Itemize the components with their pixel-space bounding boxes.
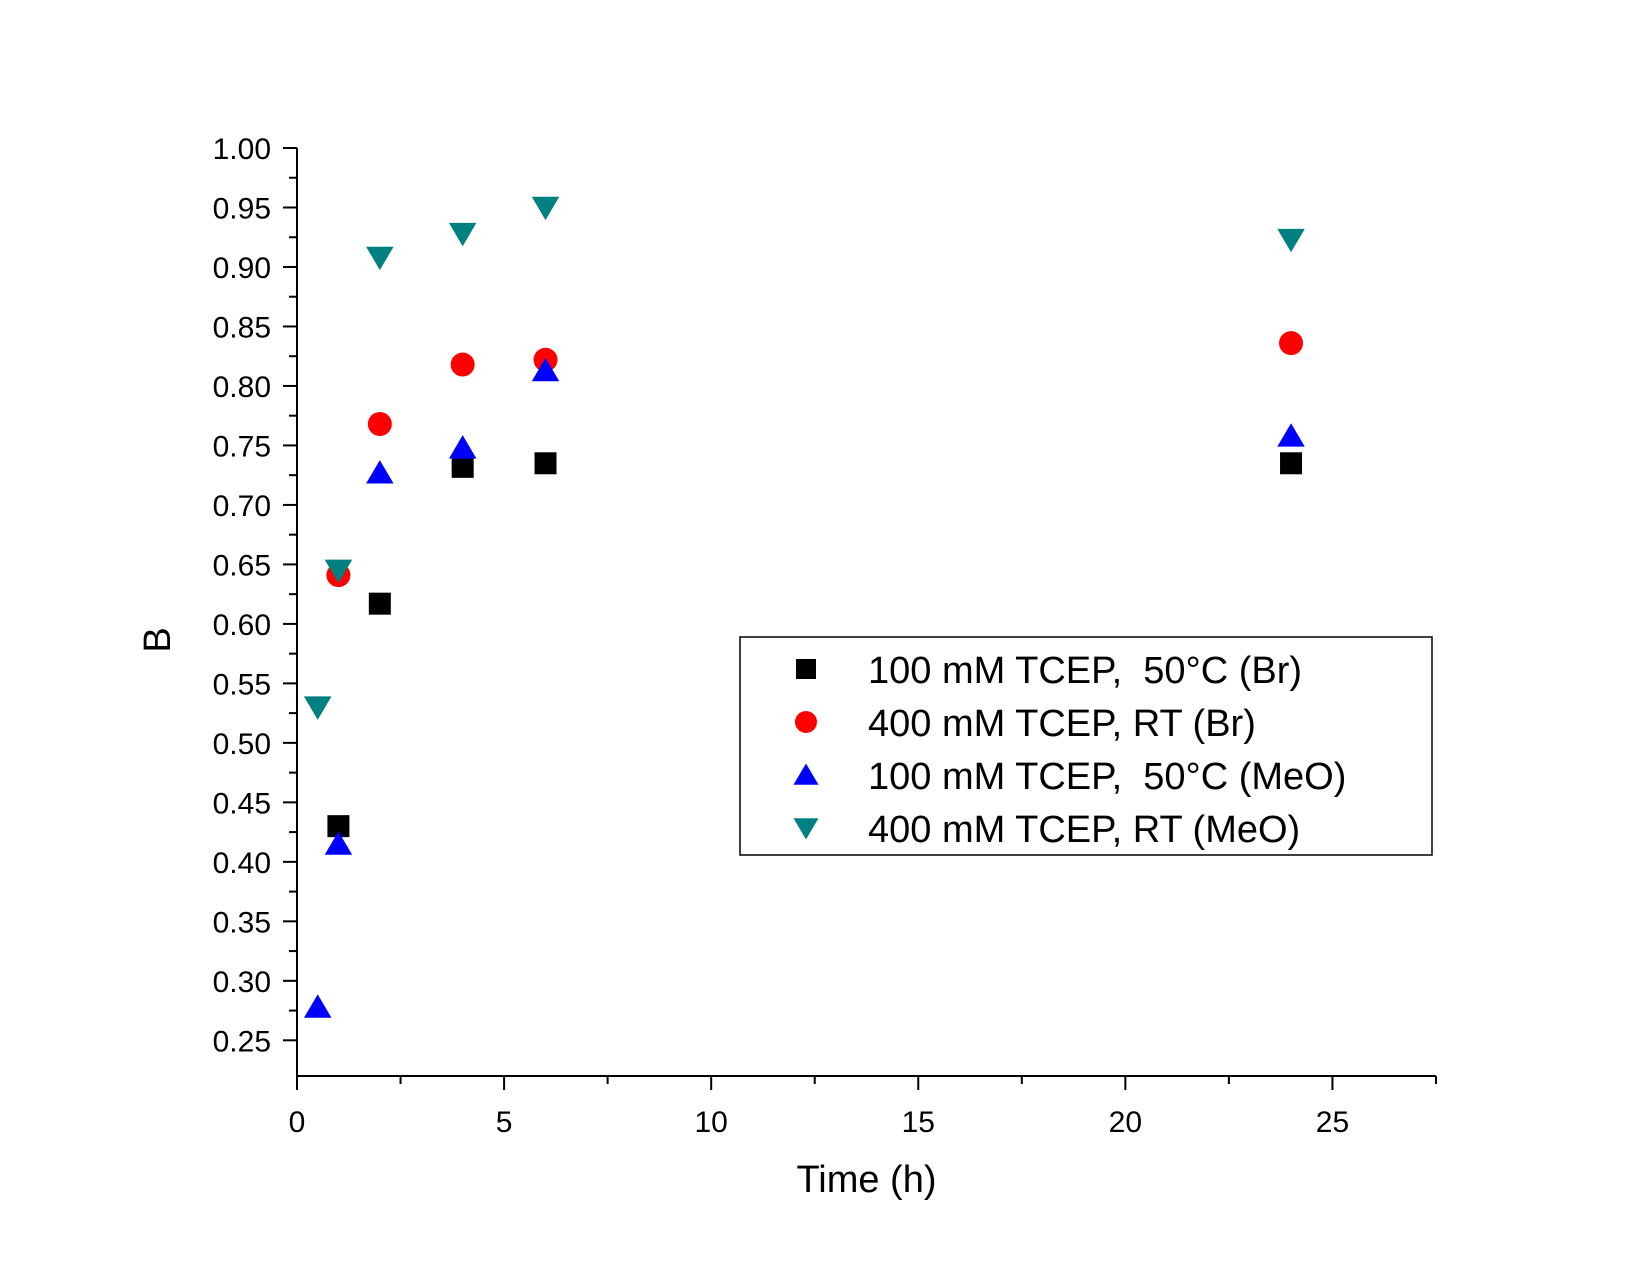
y-tick-label: 0.75 [213,430,271,463]
legend-entry-label: 100 mM TCEP, 50°C (Br) [868,650,1302,692]
legend-box [739,636,1433,856]
data-point-series-2 [1279,331,1304,356]
legend-marker [795,711,817,733]
legend-entry-label: 400 mM TCEP, RT (MeO) [868,809,1300,851]
y-tick-label: 0.40 [213,847,271,880]
y-tick-label: 0.60 [213,609,271,642]
y-axis-ticks: 0.25 0.30 0.35 0.40 0.45 0.50 0.55 0.60 0.65 0.70… [213,133,297,1058]
data-point-series-4 [366,246,394,271]
data-point-series-1 [327,815,350,838]
data-point-series-3 [303,994,332,1018]
data-point-series-4 [448,222,477,247]
data-point-series-1 [1280,452,1303,475]
y-tick-label: 0.90 [213,252,271,285]
data-point-series-1 [368,592,391,615]
data-point-series-1 [451,455,474,478]
y-tick-label: 0.85 [213,311,271,344]
data-point-series-4 [303,696,332,720]
axes [296,148,1436,1077]
y-tick-label: 0.45 [213,787,271,820]
data-point-series-1 [534,452,557,475]
x-tick-label: 20 [1109,1106,1142,1139]
x-axis-label: Time (h) [796,1159,936,1201]
data-point-series-3 [366,460,394,484]
x-axis-ticks: 0 5 10 15 20 25 [289,1076,1437,1139]
y-tick-label: 0.35 [213,906,271,939]
y-tick-label: 0.80 [213,371,271,404]
y-tick-label: 0.25 [213,1025,271,1058]
x-tick-label: 0 [289,1106,306,1139]
data-point-series-4 [531,196,560,221]
legend-marker [796,659,816,679]
data-point-series-4 [1277,228,1305,253]
y-tick-label: 0.30 [213,966,271,999]
x-tick-label: 10 [694,1106,727,1139]
data-point-series-2 [450,352,475,377]
data-point-series-3 [448,435,477,459]
legend-marker [793,763,819,785]
y-tick-label: 0.55 [213,668,271,701]
x-tick-label: 25 [1316,1106,1349,1139]
y-tick-label: 1.00 [213,133,271,166]
y-tick-label: 0.50 [213,728,271,761]
legend-entry-label: 400 mM TCEP, RT (Br) [868,703,1256,745]
data-point-series-3 [531,357,560,382]
legend-marker [793,818,819,840]
data-point-series-3 [1277,423,1305,447]
data-marks [303,196,1305,1018]
x-tick-label: 15 [902,1106,935,1139]
legend-entry-label: 100 mM TCEP, 50°C (MeO) [868,756,1346,798]
y-tick-label: 0.65 [213,549,271,582]
y-tick-label: 0.70 [213,490,271,523]
data-point-series-2 [367,412,392,437]
data-point-series-4 [324,559,353,584]
legend: 100 mM TCEP, 50°C (Br) 400 mM TCEP, RT (B… [739,636,1433,856]
data-point-series-3 [324,831,353,855]
y-tick-label: 0.95 [213,192,271,225]
x-tick-label: 5 [496,1106,513,1139]
y-axis-label: B [137,627,179,652]
